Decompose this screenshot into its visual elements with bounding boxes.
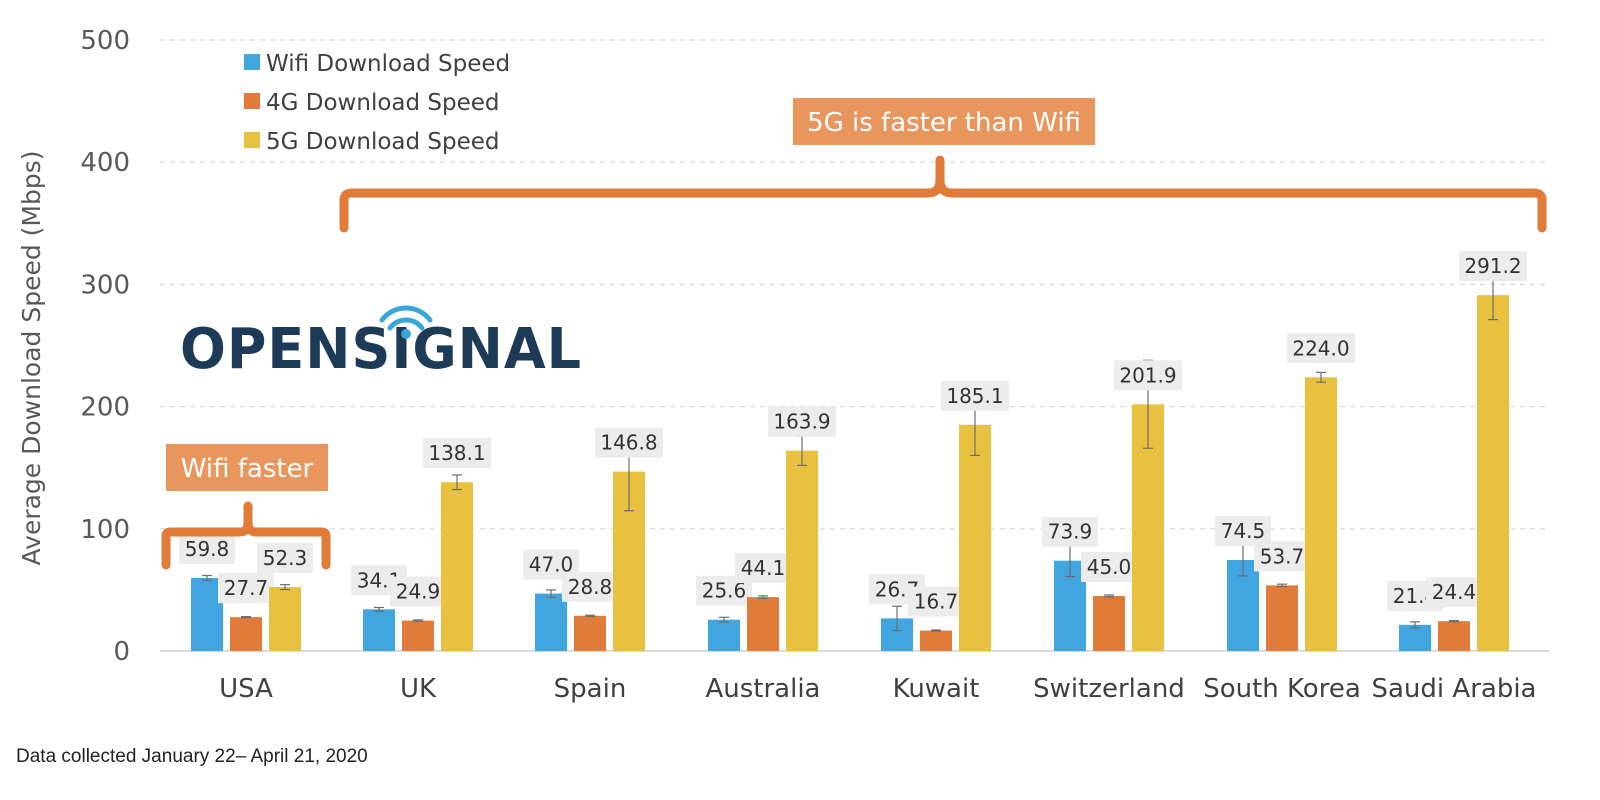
data-label: 16.7 [914,590,959,614]
bar-saudi-arabia-wifi-download-speed [1399,624,1431,651]
legend-swatch-5g-download-speed [244,132,260,148]
data-label: 53.7 [1260,544,1305,568]
signal-arc-icon [387,317,425,331]
bar-spain-wifi-download-speed [535,593,567,651]
data-label: 24.4 [1432,580,1477,604]
bar-switzerland-4g-download-speed [1093,596,1125,651]
x-tick-label-australia: Australia [705,674,820,704]
y-tick-label: 400 [80,148,130,178]
data-label: 163.9 [773,410,830,434]
data-label: 73.9 [1048,520,1093,544]
bar-australia-wifi-download-speed [708,619,740,651]
bar-saudi-arabia-4g-download-speed [1438,621,1470,651]
x-tick-label-usa: USA [219,674,273,704]
legend-label-5g-download-speed: 5G Download Speed [266,129,500,155]
data-label: 146.8 [600,431,657,455]
data-label: 27.7 [224,576,269,600]
bar-uk-4g-download-speed [402,620,434,651]
legend-swatch-wifi-download-speed [244,54,260,70]
bar-usa-wifi-download-speed [191,577,223,651]
data-label-bg [1081,552,1137,583]
signal-arc-icon [379,305,433,323]
data-label: 138.1 [428,441,485,465]
y-tick-label: 300 [80,270,130,300]
bar-spain-4g-download-speed [574,615,606,651]
data-label-bg [1114,360,1182,391]
data-label-bg [1254,541,1310,572]
data-label-bg [941,380,1009,411]
y-tick-label: 100 [80,515,130,545]
data-label-bg [908,586,964,617]
data-label-bg [562,571,618,602]
data-label-bg [257,543,313,574]
series-wifi-download-speed: 59.834.147.025.6 26.773.9 74.521.4 [179,515,1443,651]
callout-box [793,98,1095,145]
legend: Wifi Download Speed 4G Download Speed 5G D… [244,51,510,155]
bar-uk-5g-download-speed [441,482,473,651]
callout-text: Wifi faster [181,454,314,484]
x-tick-label-south-korea: South Korea [1203,674,1361,704]
data-label-bg [1459,251,1527,282]
bar-kuwait-4g-download-speed [920,630,952,651]
callout-text: 5G is faster than Wifi [807,108,1081,138]
data-label-bg [218,573,274,604]
bar-australia-5g-download-speed [786,450,818,651]
data-label: 52.3 [263,546,308,570]
data-label-bg [179,533,235,564]
bar-usa-4g-download-speed [230,617,262,651]
logo-wordmark: OPENSIGNAL [180,317,582,382]
bar-uk-wifi-download-speed [363,609,395,651]
data-label: 224.0 [1292,336,1349,360]
legend-label-wifi-download-speed: Wifi Download Speed [266,51,510,77]
x-tick-label-switzerland: Switzerland [1033,674,1185,704]
bar-south-korea-4g-download-speed [1266,585,1298,651]
bar-australia-4g-download-speed [747,597,779,651]
series-4g-download-speed: 27.7 24.9 28.8 44.1 16.7 45.0 53.7 24.4 [218,541,1482,651]
data-label-bg [768,406,836,437]
annotation-wifi-faster: Wifi faster [161,444,331,570]
annotation-5g-faster: 5G is faster than Wifi [339,98,1547,233]
data-label: 291.2 [1464,254,1521,278]
x-tick-label-kuwait: Kuwait [893,674,980,704]
data-label-bg [423,438,491,469]
data-label: 59.8 [185,537,230,561]
x-tick-label-uk: UK [400,674,437,704]
y-tick-label: 500 [80,26,130,56]
data-label-bg [735,553,791,584]
y-tick-label: 200 [80,393,130,423]
data-label-bg [1287,333,1355,364]
bar-saudi-arabia-5g-download-speed [1477,295,1509,651]
footnote: Data collected January 22– April 21, 202… [16,746,368,767]
opensignal-logo: OPENSIGNAL [180,305,582,382]
brace-wifi-faster [161,501,331,570]
data-label: 201.9 [1119,363,1176,387]
data-label: 44.1 [741,556,786,580]
bar-south-korea-5g-download-speed [1305,377,1337,651]
y-axis-label: Average Download Speed (Mbps) [17,151,46,566]
x-tick-label-spain: Spain [554,674,627,704]
legend-swatch-4g-download-speed [244,93,260,109]
data-label: 74.5 [1221,519,1266,543]
legend-label-4g-download-speed: 4G Download Speed [266,90,500,116]
data-label-bg [1426,577,1482,608]
data-label: 45.0 [1087,555,1132,579]
data-label: 24.9 [396,580,441,604]
callout-box [166,444,328,491]
data-label-bg [595,427,663,458]
series-5g-download-speed: 52.3 138.1 146.8 163.9 185.1 201.9 224.0 291.2 [257,251,1527,651]
data-label: 28.8 [568,575,613,599]
data-label-bg [1042,516,1098,547]
data-label: 185.1 [946,384,1003,408]
bar-kuwait-5g-download-speed [959,424,991,651]
x-tick-label-saudi-arabia: Saudi Arabia [1372,674,1537,704]
y-tick-label: 0 [113,637,130,667]
data-label-bg [1215,515,1271,546]
data-label-bg [390,576,446,607]
brace-5g-faster [339,155,1547,233]
bar-usa-5g-download-speed [269,587,301,651]
signal-dot-icon [401,329,411,339]
